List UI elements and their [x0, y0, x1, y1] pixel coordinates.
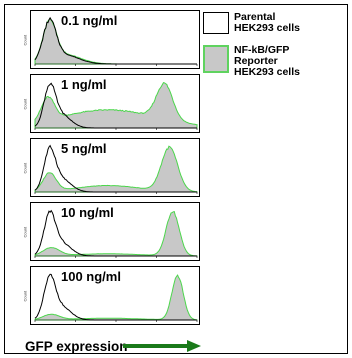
histogram-panel: Count 10 ng/ml [23, 202, 200, 261]
figure-frame: Count 0.1 ng/ml Count 1 ng/ml Count 5 ng/ml Co… [4, 4, 348, 354]
histogram-plot [34, 82, 198, 130]
legend-swatch-parental [203, 12, 229, 34]
x-axis-label: GFP expression [25, 339, 128, 354]
histogram-plot [34, 209, 198, 258]
histogram-plot [34, 273, 198, 322]
reporter-histogram [34, 211, 198, 257]
legend-label-reporter: NF-kB/GFP Reporter HEK293 cells [234, 44, 300, 78]
legend-swatch-reporter [203, 45, 229, 73]
concentration-label: 1 ng/ml [61, 77, 107, 92]
histogram-panel: Count 5 ng/ml [23, 138, 200, 197]
reporter-histogram [34, 274, 198, 321]
concentration-label: 5 ng/ml [61, 141, 107, 156]
y-axis-label: Count [22, 290, 28, 301]
y-axis-label: Count [22, 162, 28, 173]
x-axis-arrow [123, 340, 201, 352]
x-axis-arrow-shape [123, 340, 201, 352]
histogram-panel: Count 100 ng/ml [23, 266, 200, 325]
concentration-label: 0.1 ng/ml [61, 13, 118, 28]
concentration-label: 10 ng/ml [61, 205, 114, 220]
y-axis-label: Count [22, 34, 28, 45]
concentration-label: 100 ng/ml [61, 269, 121, 284]
y-axis-label: Count [22, 226, 28, 237]
y-axis-label: Count [22, 98, 28, 109]
reporter-histogram [34, 82, 198, 129]
histogram-plot [34, 16, 198, 66]
histogram-panel: Count 1 ng/ml [23, 74, 200, 133]
legend-label-parental: Parental HEK293 cells [234, 11, 300, 34]
histogram-plot [34, 144, 198, 194]
histogram-panel: Count 0.1 ng/ml [23, 10, 200, 69]
reporter-histogram [34, 145, 198, 193]
